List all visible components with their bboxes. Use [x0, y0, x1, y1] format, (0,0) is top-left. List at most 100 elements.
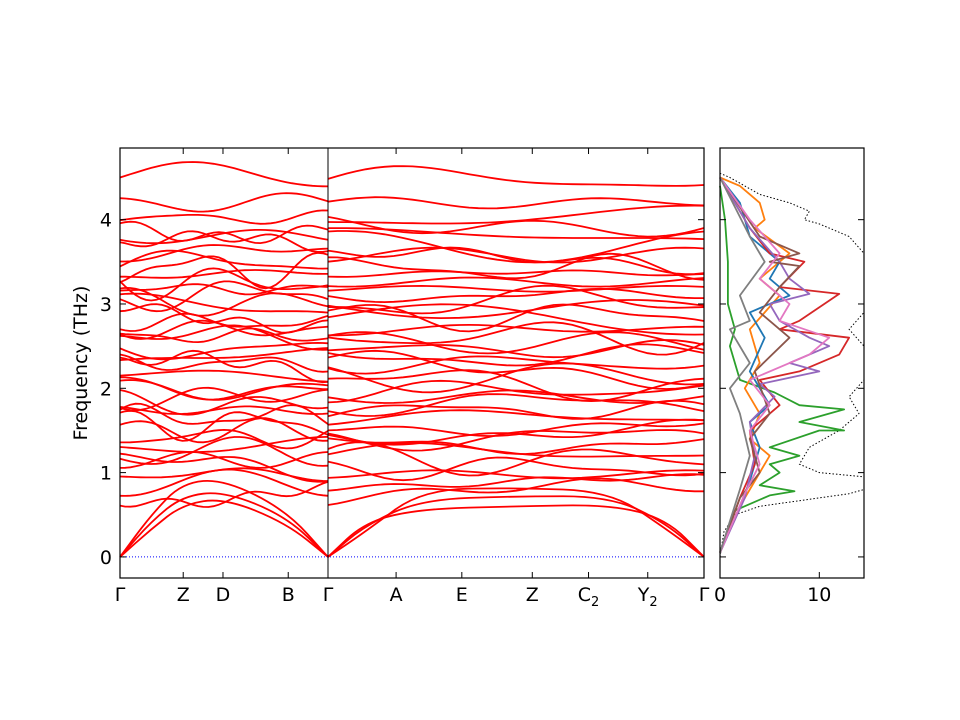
optical-band — [119, 280, 329, 313]
optical-band — [327, 409, 705, 426]
optical-band — [119, 220, 329, 245]
y-tick-label: 4 — [100, 210, 112, 232]
x-tick-label: Γ — [699, 584, 710, 606]
optical-band — [119, 402, 329, 425]
x-tick-label: Z — [177, 584, 190, 606]
optical-band — [327, 456, 705, 482]
band-axes-frame — [119, 147, 705, 579]
x-tick-label: Γ — [323, 584, 334, 606]
optical-band — [119, 435, 329, 453]
y-tick-label: 0 — [100, 547, 112, 569]
x-tick-label: Γ — [115, 584, 126, 606]
x-tick-label: B — [282, 584, 295, 606]
optical-band — [120, 428, 329, 450]
optical-band — [119, 251, 329, 290]
acoustic-branch — [119, 479, 329, 558]
acoustic-branch — [327, 487, 705, 558]
optical-band — [327, 284, 705, 293]
dos-ticks: 0 10 — [714, 219, 864, 606]
dos-projected-line — [719, 177, 766, 553]
optical-band — [119, 312, 329, 332]
x-tick-label: Z — [526, 584, 539, 606]
dos-axes-frame — [719, 147, 865, 579]
band-lines — [119, 161, 705, 558]
optical-band — [327, 477, 704, 506]
optical-band — [327, 252, 705, 281]
optical-band — [119, 369, 329, 383]
x-axis-ticks: Γ Z D B Γ A E Z C2 Y2 Γ — [115, 148, 710, 610]
optical-band — [327, 422, 705, 437]
optical-band — [119, 230, 329, 253]
dos-projected-line — [719, 176, 831, 554]
acoustic-branch — [119, 492, 329, 558]
optical-band — [327, 473, 705, 492]
optical-band — [119, 161, 329, 188]
optical-band — [119, 349, 329, 384]
optical-band — [119, 436, 329, 467]
optical-band — [119, 405, 329, 415]
dos-panel: 0 10 — [714, 147, 865, 606]
optical-band — [327, 165, 705, 187]
acoustic-branch — [327, 504, 705, 558]
optical-band — [119, 286, 329, 317]
optical-band — [119, 267, 329, 302]
optical-band — [327, 379, 705, 404]
x-tick-label: A — [390, 584, 403, 606]
dos-projected-line — [719, 176, 791, 554]
optical-band — [119, 389, 329, 416]
optical-band — [327, 339, 705, 359]
optical-band — [327, 393, 705, 417]
optical-band — [327, 284, 705, 315]
dos-total-line — [719, 172, 865, 557]
x-tick-label: E — [456, 584, 468, 606]
y-axis-ticks: 0 1 2 3 4 — [100, 210, 704, 569]
dos-x-tick-label: 0 — [714, 584, 726, 606]
acoustic-branch — [119, 499, 329, 558]
optical-band — [120, 269, 328, 279]
optical-band — [327, 204, 705, 225]
optical-band — [119, 480, 329, 508]
optical-band — [328, 323, 705, 337]
optical-band — [327, 355, 705, 375]
optical-band — [119, 249, 329, 270]
y-axis-label: Frequency (THz) — [70, 286, 92, 441]
optical-band — [327, 287, 704, 304]
optical-band — [119, 303, 329, 334]
optical-band — [327, 196, 705, 210]
acoustic-branch — [327, 495, 705, 558]
optical-band — [120, 244, 329, 263]
optical-band — [119, 386, 329, 412]
x-tick-label: D — [216, 584, 231, 606]
dos-lines — [719, 172, 865, 557]
optical-band — [327, 343, 705, 367]
dos-projected-line — [719, 185, 845, 553]
optical-band — [119, 292, 329, 314]
optical-band — [327, 369, 705, 403]
optical-band — [327, 331, 705, 355]
optical-band — [327, 230, 705, 264]
y-tick-label: 1 — [100, 463, 112, 485]
optical-band — [119, 192, 329, 213]
optical-band — [327, 303, 705, 333]
optical-band — [327, 349, 705, 390]
optical-band — [119, 353, 329, 373]
y-tick-label: 3 — [100, 294, 112, 316]
optical-band — [119, 209, 329, 225]
optical-band — [327, 276, 705, 288]
optical-band — [119, 451, 329, 469]
optical-band — [327, 246, 705, 264]
optical-band — [327, 269, 705, 278]
optical-band — [119, 327, 329, 344]
optical-band — [327, 299, 705, 320]
dos-x-tick-label: 10 — [807, 584, 831, 606]
optical-band — [327, 437, 705, 455]
optical-band — [327, 399, 705, 420]
optical-band — [327, 429, 705, 452]
optical-band — [119, 283, 329, 296]
optical-band — [119, 409, 329, 442]
optical-band — [119, 376, 329, 401]
optical-band — [327, 246, 705, 276]
